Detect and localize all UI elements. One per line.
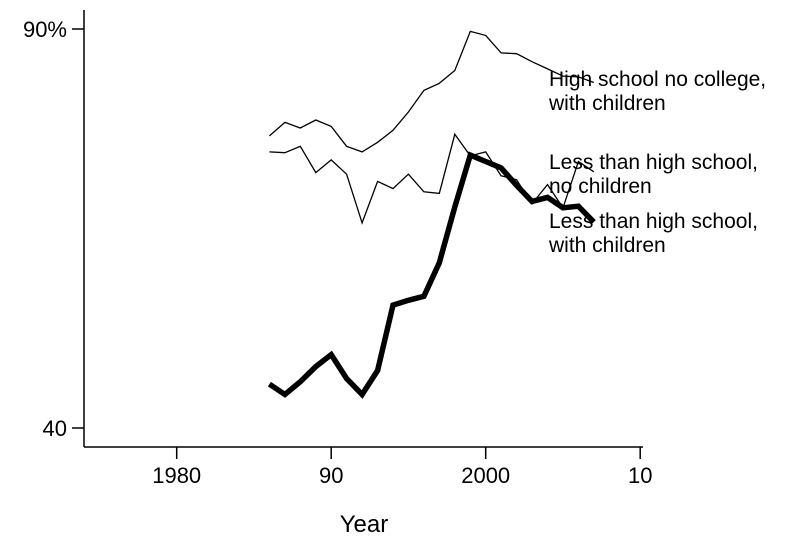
y-ticks: 40 90% (23, 17, 84, 441)
series-group (267, 30, 596, 399)
x-tick-label: 1980 (152, 463, 201, 488)
x-ticks: 1980 90 2000 10 (152, 447, 652, 488)
x-tick-label: 2000 (461, 463, 510, 488)
y-tick-label: 40 (43, 416, 67, 441)
series-label-line: High school no college, (549, 68, 766, 91)
y-tick-label: 90% (23, 17, 67, 42)
series-label-1: High school no college, with children (548, 68, 766, 115)
y-axis: 40 90% (23, 10, 85, 447)
x-axis: 1980 90 2000 10 Year (84, 446, 652, 538)
series-label-line: with children (548, 234, 666, 257)
x-axis-title: Year (340, 511, 389, 538)
series-label-line: no children (549, 175, 652, 198)
series-label-line: with children (548, 92, 666, 115)
series-line-3 (267, 151, 596, 399)
series-label-line: Less than high school, (549, 210, 758, 233)
series-label-line: Less than high school, (549, 151, 758, 174)
series-label-3: Less than high school, with children (548, 210, 758, 257)
series-line-2 (269, 132, 595, 225)
x-tick-label: 90 (319, 463, 343, 488)
series-labels: High school no college, with childrenLess… (548, 68, 766, 257)
series-label-2: Less than high school, no children (549, 151, 758, 198)
x-tick-label: 10 (628, 463, 652, 488)
series-line-1 (268, 30, 595, 153)
